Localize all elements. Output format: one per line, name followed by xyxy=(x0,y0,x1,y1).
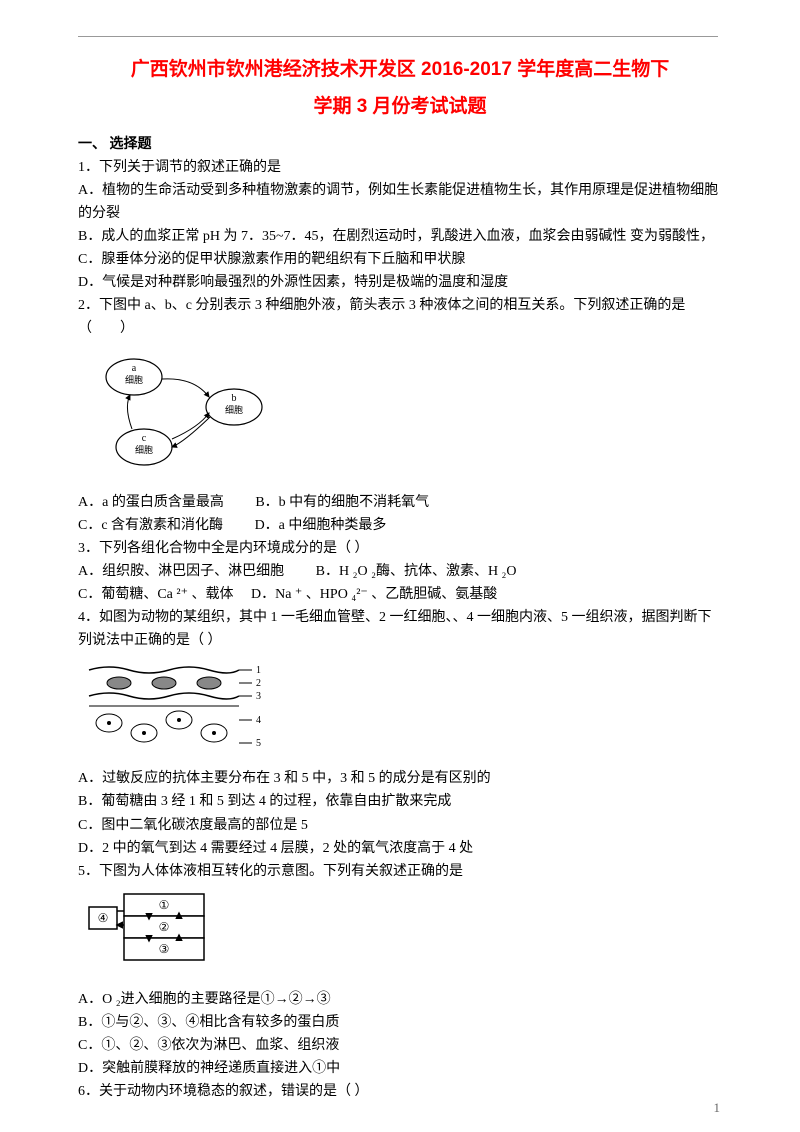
q3-options-row1: A．组织胺、淋巴因子、淋巴细胞 B．H ₂O ₂酶、抗体、激素、H ₂O xyxy=(78,560,722,583)
q4-option-c: C．图中二氧化碳浓度最高的部位是 5 xyxy=(78,814,722,837)
q3-option-d: D．Na ⁺ 、HPO ₄²⁻ 、乙酰胆碱、氨基酸 xyxy=(251,587,497,602)
q4-diagram: 1 2 3 4 5 xyxy=(84,658,722,761)
q1-option-d: D．气候是对种群影响最强烈的外源性因素，特别是极端的温度和湿度 xyxy=(78,271,722,294)
svg-text:5: 5 xyxy=(256,738,261,749)
q1-stem: 1．下列关于调节的叙述正确的是 xyxy=(78,156,722,179)
q3-option-c: C．葡萄糖、Ca ²⁺ 、载体 xyxy=(78,587,233,602)
q2-option-a: A．a 的蛋白质含量最高 xyxy=(78,495,224,510)
svg-text:1: 1 xyxy=(256,665,261,676)
cell-c-label: c xyxy=(142,433,147,444)
q3-stem: 3．下列各组化合物中全是内环境成分的是（ ） xyxy=(78,537,722,560)
q2-option-c: C．c 含有激素和消化酶 xyxy=(78,518,223,533)
cell-c-text: 细胞 xyxy=(135,444,153,455)
q4-stem: 4．如图为动物的某组织，其中 1 一毛细血管壁、2 一红细胞、、4 一细胞内液、… xyxy=(78,606,722,652)
q5-option-c: C．①、②、③依次为淋巴、血浆、组织液 xyxy=(78,1034,722,1057)
q3-option-a: A．组织胺、淋巴因子、淋巴细胞 xyxy=(78,564,284,579)
cell-b-label: b xyxy=(232,393,237,404)
box-3-label: ③ xyxy=(159,942,170,956)
page-title-line2: 学期 3 月份考试试题 xyxy=(78,91,722,122)
page-number: 1 xyxy=(714,1097,721,1118)
svg-text:2: 2 xyxy=(256,678,261,689)
svg-text:4: 4 xyxy=(256,715,261,726)
q2-stem: 2．下图中 a、b、c 分别表示 3 种细胞外液，箭头表示 3 种液体之间的相互… xyxy=(78,294,722,340)
cell-a-label: a xyxy=(132,363,137,374)
page-title-line1: 广西钦州市钦州港经济技术开发区 2016-2017 学年度高二生物下 xyxy=(78,54,722,85)
q2-options-row2: C．c 含有激素和消化酶 D．a 中细胞种类最多 xyxy=(78,514,722,537)
q1-option-a: A．植物的生命活动受到多种植物激素的调节，例如生长素能促进植物生长，其作用原理是… xyxy=(78,179,722,225)
q4-option-a: A．过敏反应的抗体主要分布在 3 和 5 中，3 和 5 的成分是有区别的 xyxy=(78,767,722,790)
cell-b-text: 细胞 xyxy=(225,404,243,415)
box-2-label: ② xyxy=(159,920,170,934)
top-rule xyxy=(78,36,718,37)
q6-stem: 6．关于动物内环境稳态的叙述，错误的是（ ） xyxy=(78,1080,722,1103)
box-4-label: ④ xyxy=(98,911,109,925)
section-heading: 一、 选择题 xyxy=(78,133,722,156)
q5-stem: 5．下图为人体体液相互转化的示意图。下列有关叙述正确的是 xyxy=(78,860,722,883)
q1-option-c: C．腺垂体分泌的促甲状腺激素作用的靶组织有下丘脑和甲状腺 xyxy=(78,248,722,271)
q3-option-b: B．H ₂O ₂酶、抗体、激素、H ₂O xyxy=(316,564,517,579)
cell-a-text: 细胞 xyxy=(125,374,143,385)
q4-option-b: B．葡萄糖由 3 经 1 和 5 到达 4 的过程，依靠自由扩散来完成 xyxy=(78,790,722,813)
svg-text:3: 3 xyxy=(256,691,261,702)
q5-option-a: A．O ₂进入细胞的主要路径是①→②→③ xyxy=(78,988,722,1011)
q2-option-b: B．b 中有的细胞不消耗氧气 xyxy=(255,495,429,510)
q5-option-d: D．突触前膜释放的神经递质直接进入①中 xyxy=(78,1057,722,1080)
q2-options-row1: A．a 的蛋白质含量最高 B．b 中有的细胞不消耗氧气 xyxy=(78,491,722,514)
q3-options-row2: C．葡萄糖、Ca ²⁺ 、载体 D．Na ⁺ 、HPO ₄²⁻ 、乙酰胆碱、氨基… xyxy=(78,583,722,606)
q2-option-d: D．a 中细胞种类最多 xyxy=(255,518,387,533)
q5-diagram: ① ② ③ ④ xyxy=(84,889,722,982)
q5-option-b: B．①与②、③、④相比含有较多的蛋白质 xyxy=(78,1011,722,1034)
q4-option-d: D．2 中的氧气到达 4 需要经过 4 层膜，2 处的氧气浓度高于 4 处 xyxy=(78,837,722,860)
box-1-label: ① xyxy=(159,898,170,912)
q2-diagram: a 细胞 b 细胞 c 细胞 xyxy=(84,347,722,485)
q1-option-b: B．成人的血浆正常 pH 为 7．35~7．45，在剧烈运动时，乳酸进入血液，血… xyxy=(78,225,722,248)
